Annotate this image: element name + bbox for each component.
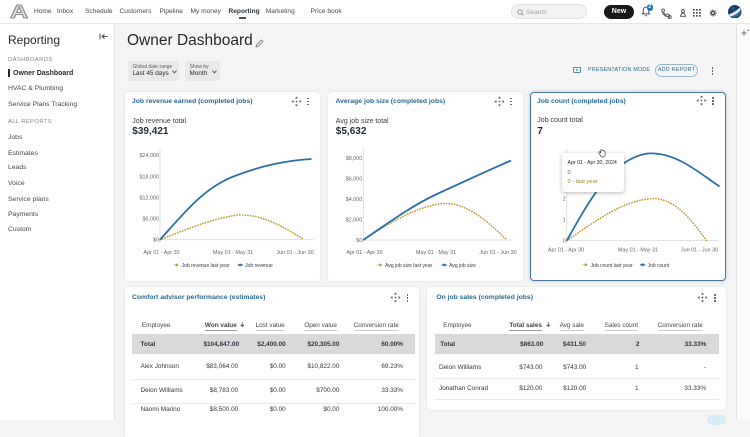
svg-text:Apr 01 - Apr 30: Apr 01 - Apr 30 xyxy=(143,250,179,256)
svg-text:May 01 - May 31: May 01 - May 31 xyxy=(416,250,456,256)
svg-text:$0: $0 xyxy=(356,238,362,244)
svg-text:Avg job size: Avg job size xyxy=(449,263,476,269)
svg-text:$12,000: $12,000 xyxy=(139,195,159,201)
svg-text:Job count: Job count xyxy=(648,262,670,268)
svg-text:$18,000: $18,000 xyxy=(139,174,159,180)
svg-text:Job revenue: Job revenue xyxy=(245,263,273,269)
svg-text:$2,000: $2,000 xyxy=(346,217,363,223)
svg-text:$24,000: $24,000 xyxy=(139,153,159,159)
svg-text:0: 0 xyxy=(563,238,566,244)
svg-text:$6,000: $6,000 xyxy=(346,176,363,182)
svg-text:May 01 - May 31: May 01 - May 31 xyxy=(212,250,252,256)
svg-text:1: 1 xyxy=(563,217,566,223)
svg-text:$0: $0 xyxy=(153,237,159,243)
svg-text:Avg job size last year: Avg job size last year xyxy=(385,263,433,269)
svg-text:Apr 01 - Apr 30: Apr 01 - Apr 30 xyxy=(346,250,382,256)
svg-text:Apr 01 - Apr 30: Apr 01 - Apr 30 xyxy=(548,247,584,253)
svg-text:$4,000: $4,000 xyxy=(346,197,363,203)
svg-text:Jun 01 - Jun 30: Jun 01 - Jun 30 xyxy=(276,250,313,256)
svg-text:$8,000: $8,000 xyxy=(346,156,363,162)
svg-text:Job count last year: Job count last year xyxy=(591,262,633,268)
svg-text:Jun 01 - Jun 30: Jun 01 - Jun 30 xyxy=(479,250,516,256)
svg-text:2: 2 xyxy=(563,196,566,202)
svg-text:$6,000: $6,000 xyxy=(142,216,159,222)
svg-text:May 01 - May 31: May 01 - May 31 xyxy=(618,247,658,253)
svg-text:Job revenue last year: Job revenue last year xyxy=(181,263,229,269)
svg-text:Jun 01 - Jun 30: Jun 01 - Jun 30 xyxy=(681,247,718,253)
